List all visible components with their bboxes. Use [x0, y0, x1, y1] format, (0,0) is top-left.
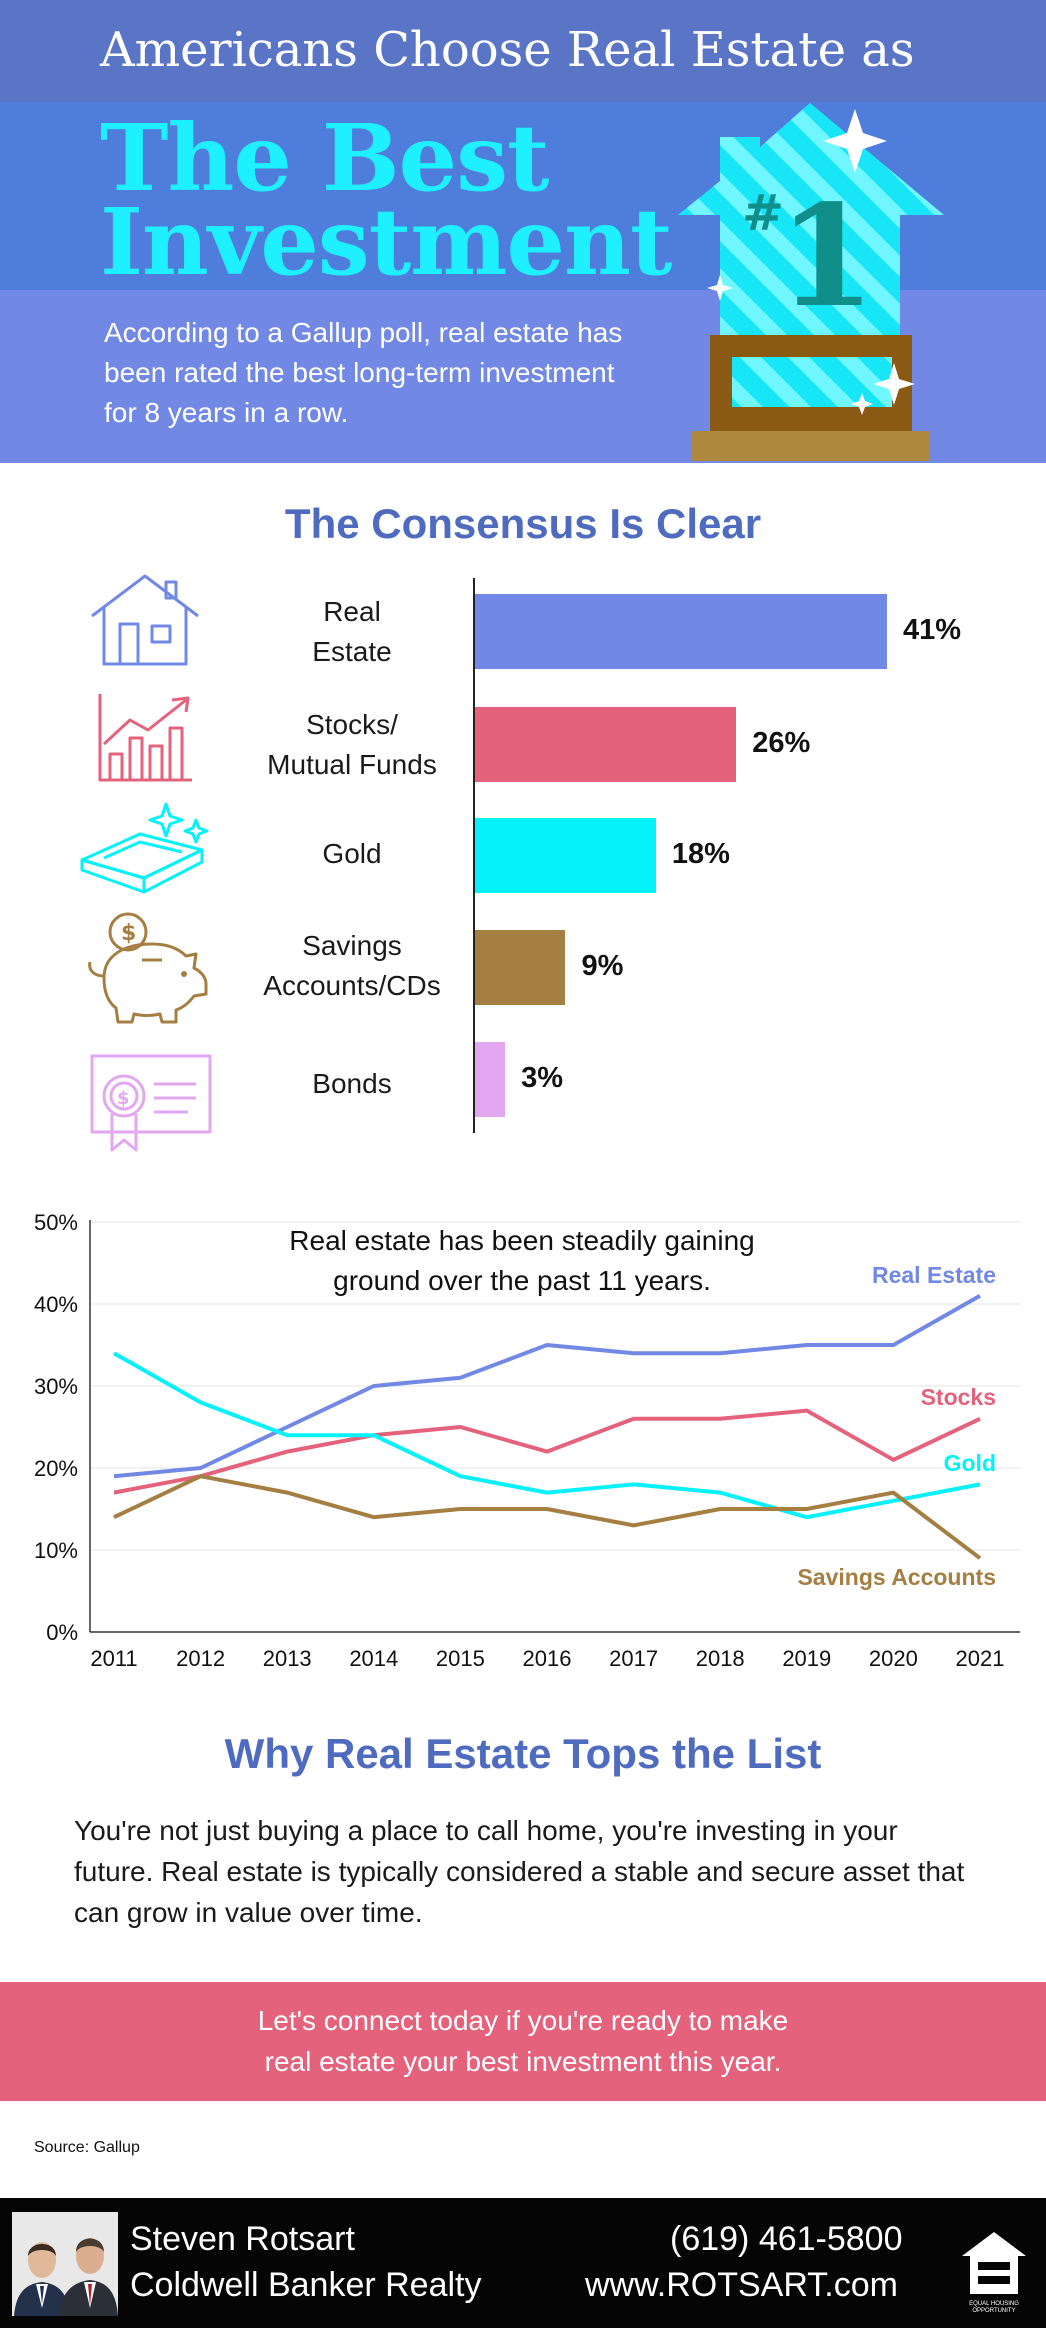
agent-company: Coldwell Banker Realty: [130, 2266, 482, 2304]
line-chart-title-line2: ground over the past 11 years.: [333, 1265, 711, 1296]
bar-value-label: 41%: [903, 614, 962, 646]
line-chart: Real estate has been steadily gaining gr…: [0, 1195, 1046, 1685]
sparkle-icon: [873, 363, 915, 405]
bar-category-line: Savings: [302, 930, 402, 961]
x-tick-label: 2015: [436, 1646, 485, 1671]
cta-line1: Let's connect today if you're ready to m…: [257, 2005, 789, 2036]
agent-figure-left: [14, 2242, 70, 2316]
footer: [0, 2198, 1046, 2328]
trophy-pedestal: [692, 431, 930, 461]
sparkle-icon: [707, 275, 733, 301]
bar-savings: [475, 930, 566, 1005]
dollar-sign-glyph: $: [117, 1088, 130, 1109]
bar-value-label: 18%: [671, 838, 730, 870]
series-line-real-estate: [113, 1294, 981, 1479]
agent-website-link[interactable]: www.ROTSART.com: [585, 2266, 898, 2304]
bar-category-line: Stocks/: [306, 709, 398, 740]
bar-bonds: [475, 1042, 506, 1117]
bar-value-label: 26%: [752, 727, 811, 759]
equal-housing-line1: EQUAL HOUSING: [969, 2301, 1019, 2307]
legend-real-estate: Real Estate: [872, 1262, 996, 1288]
bar-chart-axis: [473, 578, 475, 1133]
bar-category-line: Bonds: [312, 1068, 392, 1099]
series-line-stocks: [113, 1408, 981, 1495]
bar-category-line: Accounts/CDs: [263, 970, 441, 1001]
bar-gold: [475, 818, 656, 893]
agent-figure-right: [58, 2238, 118, 2316]
why-body: You're not just buying a place to call h…: [74, 1815, 965, 1928]
x-tick-label: 2017: [609, 1646, 658, 1671]
bar-category-line: Estate: [312, 636, 392, 667]
y-tick-label: 50%: [34, 1210, 78, 1235]
y-tick-label: 10%: [34, 1538, 78, 1563]
piggy-bank-icon: $: [88, 912, 208, 1024]
header-title-line2: Investment: [100, 188, 672, 296]
bar-category-line: Real: [323, 596, 381, 627]
equal-housing-icon: [962, 2232, 1026, 2294]
sparkle-icon: [823, 109, 887, 173]
equal-housing-text: EQUAL HOUSING OPPORTUNITY: [952, 2301, 1036, 2315]
x-tick-label: 2020: [869, 1646, 918, 1671]
trophy-number: 1: [778, 175, 875, 339]
bar-category-label: Gold: [232, 834, 472, 874]
x-tick-label: 2011: [90, 1646, 137, 1671]
bar-stocks: [475, 707, 737, 782]
y-tick-label: 30%: [34, 1374, 78, 1399]
trophy-hash: #: [742, 183, 784, 242]
cta-line2: real estate your best investment this ye…: [264, 2046, 782, 2077]
line-chart-svg: Real estate has been steadily gaining gr…: [34, 1210, 1020, 1671]
agent-name: Steven Rotsart: [130, 2220, 355, 2258]
house-icon: [91, 574, 199, 666]
bar-category-line: Mutual Funds: [267, 749, 437, 780]
x-tick-label: 2018: [696, 1646, 745, 1671]
cta-text: Let's connect today if you're ready to m…: [0, 2000, 1046, 2082]
bar-category-line: Gold: [322, 838, 382, 869]
agent-phone-link[interactable]: (619) 461-5800: [670, 2220, 903, 2258]
series-line-gold: [113, 1351, 981, 1520]
y-tick-label: 0%: [46, 1620, 78, 1645]
agent-photo: [12, 2212, 118, 2316]
line-chart-title-line1: Real estate has been steadily gaining: [289, 1225, 754, 1256]
equal-housing-line2: OPPORTUNITY: [972, 2308, 1016, 2314]
source-note: Source: Gallup: [34, 2139, 140, 2156]
growth-chart-icon: [98, 694, 192, 782]
consensus-title: The Consensus Is Clear: [284, 500, 762, 547]
x-tick-label: 2013: [263, 1646, 312, 1671]
trophy-plaque: [732, 357, 892, 407]
y-tick-label: 20%: [34, 1456, 78, 1481]
bar-category-label: Savings Accounts/CDs: [232, 926, 472, 1006]
trophy-house-icon: # 1: [678, 103, 944, 461]
bar-value-label: 9%: [581, 950, 624, 982]
bar-category-label: Bonds: [232, 1064, 472, 1104]
bar-category-label: Stocks/ Mutual Funds: [232, 705, 472, 785]
header-subtitle: According to a Gallup poll, real estate …: [104, 317, 623, 428]
bar-real-estate: [475, 594, 887, 669]
series-line-savings-accounts: [113, 1474, 982, 1560]
header-line1: Americans Choose Real Estate as: [100, 22, 915, 78]
dollar-sign-glyph: $: [121, 921, 136, 946]
legend-savings-accounts: Savings Accounts: [797, 1564, 996, 1590]
x-tick-label: 2012: [176, 1646, 225, 1671]
legend-gold: Gold: [944, 1450, 996, 1476]
gold-bar-icon: [80, 802, 209, 894]
header-title-line1: The Best: [100, 104, 549, 212]
y-tick-label: 40%: [34, 1292, 78, 1317]
x-tick-label: 2014: [349, 1646, 398, 1671]
legend-stocks: Stocks: [921, 1384, 996, 1410]
sparkle-icon: [851, 393, 873, 415]
trophy-house-shape: [678, 103, 944, 335]
bond-certificate-icon: $: [90, 1054, 212, 1152]
x-tick-label: 2016: [523, 1646, 572, 1671]
x-tick-label: 2021: [956, 1646, 1005, 1671]
x-tick-label: 2019: [782, 1646, 831, 1671]
cta-banner: [0, 1982, 1046, 2101]
bar-category-label: Real Estate: [232, 592, 472, 672]
header-band-top: [0, 0, 1046, 102]
why-title: Why Real Estate Tops the List: [224, 1730, 822, 1777]
bar-value-label: 3%: [521, 1062, 564, 1094]
